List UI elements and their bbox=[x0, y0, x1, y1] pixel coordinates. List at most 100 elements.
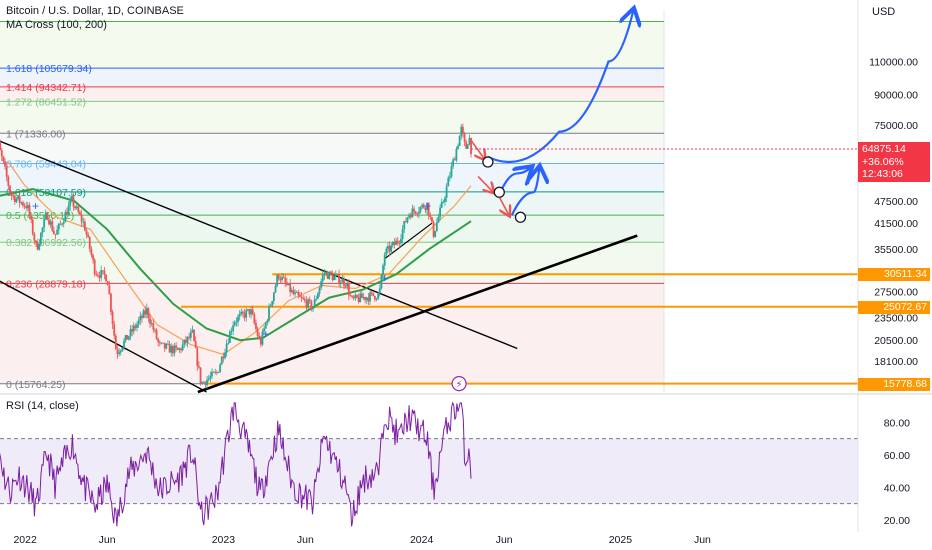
candle-body bbox=[401, 229, 404, 240]
candle-body bbox=[212, 371, 215, 373]
candle-body bbox=[85, 230, 88, 235]
candle-body bbox=[303, 299, 306, 301]
candle-body bbox=[458, 135, 461, 146]
candle-body bbox=[44, 213, 47, 220]
candle-body bbox=[79, 212, 81, 215]
candle-body bbox=[119, 350, 122, 353]
candle-body bbox=[219, 364, 222, 372]
candle-body bbox=[356, 294, 358, 298]
candle-body bbox=[28, 205, 31, 217]
time-tick-label: 2023 bbox=[212, 534, 236, 546]
candle-body bbox=[26, 205, 29, 209]
candle-body bbox=[56, 229, 59, 235]
candle-body bbox=[108, 285, 111, 294]
candle-body bbox=[347, 283, 350, 296]
trend-line bbox=[0, 280, 207, 393]
candle-body bbox=[346, 283, 349, 287]
candle-body bbox=[149, 318, 151, 324]
rsi-tick-label: 20.00 bbox=[884, 515, 910, 527]
event-bolt-icon bbox=[451, 376, 467, 392]
candle-body bbox=[445, 186, 448, 198]
candle-body bbox=[162, 342, 164, 344]
time-tick-label: 2024 bbox=[410, 534, 434, 546]
candle-body bbox=[442, 201, 445, 203]
fib-level-label: 1.618 (105679.34) bbox=[6, 63, 92, 75]
fib-zone bbox=[0, 86, 664, 102]
candle-body bbox=[196, 348, 199, 366]
candle-body bbox=[391, 241, 394, 246]
candle-body bbox=[341, 278, 344, 283]
fib-zone bbox=[0, 68, 664, 87]
candle-body bbox=[385, 248, 388, 255]
candle-body bbox=[198, 365, 200, 368]
candle-body bbox=[344, 285, 347, 287]
candle-body bbox=[307, 299, 310, 308]
candle-body bbox=[375, 298, 378, 300]
candle-body bbox=[308, 299, 311, 301]
candle-body bbox=[202, 381, 205, 383]
candle-body bbox=[74, 206, 77, 209]
time-tick-label: 2025 bbox=[609, 534, 633, 546]
candle-body bbox=[452, 159, 455, 167]
candle-body bbox=[139, 315, 142, 321]
candle-body bbox=[124, 335, 127, 341]
candle-body bbox=[127, 336, 130, 340]
candle-body bbox=[230, 331, 233, 332]
candle-body bbox=[440, 201, 443, 208]
candle-body bbox=[48, 219, 50, 225]
candle-body bbox=[406, 217, 409, 223]
candle-body bbox=[215, 372, 218, 373]
candle-body bbox=[158, 341, 161, 343]
ma-slow-line bbox=[0, 187, 472, 342]
fib-level-label: 1.414 (94342.71) bbox=[6, 82, 86, 94]
candle-body bbox=[157, 338, 160, 342]
candle-body bbox=[7, 176, 10, 186]
candle-body bbox=[189, 332, 192, 338]
indicator-label[interactable]: MA Cross (100, 200) bbox=[6, 19, 107, 31]
candle-body bbox=[18, 196, 21, 203]
candle-body bbox=[251, 309, 254, 315]
candle-body bbox=[12, 195, 15, 197]
currency-label[interactable]: USD bbox=[872, 6, 896, 18]
candle-body bbox=[432, 221, 435, 237]
candle-body bbox=[339, 282, 342, 285]
candle-body bbox=[259, 338, 262, 345]
candle-body bbox=[287, 283, 290, 286]
candle-body bbox=[398, 243, 401, 244]
candle-body bbox=[457, 145, 459, 149]
candle-body bbox=[137, 320, 140, 325]
candle-body bbox=[274, 285, 277, 293]
candle-body bbox=[437, 216, 440, 223]
candle-body bbox=[67, 205, 70, 215]
bar-countdown: 12:43:06 bbox=[862, 168, 903, 181]
rsi-label[interactable]: RSI (14, close) bbox=[6, 400, 79, 412]
candle-body bbox=[393, 241, 396, 245]
candle-body bbox=[338, 274, 340, 285]
candle-body bbox=[258, 336, 261, 339]
rsi-tick-label: 40.00 bbox=[884, 482, 910, 494]
candle-body bbox=[80, 214, 83, 222]
candle-body bbox=[466, 144, 469, 149]
candle-body bbox=[421, 204, 424, 207]
candle-body bbox=[237, 316, 239, 322]
candle-body bbox=[453, 159, 456, 161]
price-change: +36.06% bbox=[862, 155, 904, 168]
candle-body bbox=[75, 206, 78, 209]
candle-body bbox=[369, 292, 371, 302]
candle-body bbox=[414, 211, 417, 214]
candle-body bbox=[185, 339, 187, 343]
candle-body bbox=[435, 222, 438, 232]
candle-body bbox=[70, 196, 73, 201]
candle-body bbox=[463, 133, 466, 142]
candle-body bbox=[232, 325, 235, 332]
candle-body bbox=[155, 329, 158, 339]
candle-body bbox=[450, 166, 453, 177]
candle-body bbox=[281, 276, 283, 281]
price-tick-label: 35500.00 bbox=[874, 244, 918, 256]
candle-body bbox=[403, 221, 406, 230]
candle-body bbox=[82, 221, 85, 223]
time-tick-label: Jun bbox=[297, 534, 314, 546]
fib-zone bbox=[0, 283, 664, 384]
candle-body bbox=[377, 293, 380, 299]
